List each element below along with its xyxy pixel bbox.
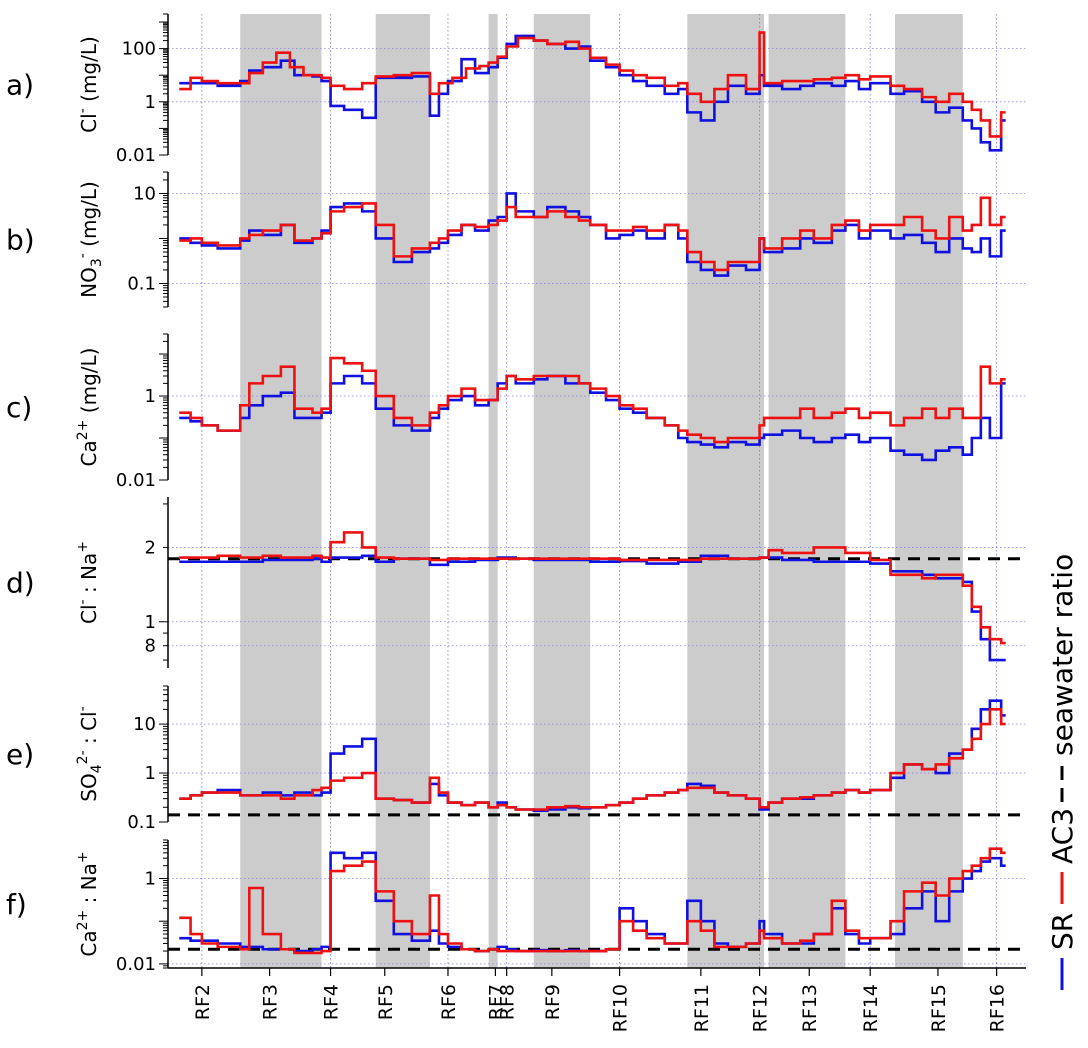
y-tick-label: 0.01 [116, 145, 156, 166]
panel-c: 0.01 1 c) Ca2+ (mg/L) [6, 333, 1026, 491]
series-ac3 [179, 196, 1006, 272]
y-axis-label: Cl- : Na+ [75, 541, 101, 624]
legend-label: seawater ratio [1046, 554, 1079, 756]
y-tick-label: 8 [145, 636, 156, 657]
y-axis-label: SO42- : Cl- [75, 706, 105, 801]
y-axis-label: Ca2+ (mg/L) [75, 348, 101, 467]
panel-a: 0.01 1 100 a) Cl- (mg/L) [6, 13, 1026, 166]
gridlines [201, 14, 998, 968]
series-sr [179, 34, 1006, 152]
y-axis-label: Cl- (mg/L) [75, 36, 101, 133]
legend-label: AC3 [1046, 808, 1079, 864]
y-tick-label: 100 [122, 39, 156, 60]
flight-label: RF14 [860, 984, 882, 1032]
flight-label: RF16 [987, 984, 1009, 1032]
series-ac3 [179, 356, 1006, 444]
y-tick-label: 10 [133, 714, 156, 735]
flight-label: RF3 [260, 984, 282, 1020]
legend-label: SR [1046, 913, 1079, 950]
shaded-span [488, 14, 498, 968]
panel-d: 8 1 2 d) Cl- : Na+ [6, 497, 1026, 668]
panel-letter: a) [6, 69, 34, 102]
y-tick-label: 0.01 [116, 470, 156, 491]
flight-label: RF7 [485, 984, 507, 1020]
y-axis-label: Ca2+ : Na+ [75, 851, 101, 956]
y-tick-label: 1 [145, 869, 156, 890]
y-tick-label: 1 [145, 763, 156, 784]
series-ac3 [179, 31, 1006, 138]
shaded-span [533, 14, 591, 968]
flight-label: RF10 [610, 984, 632, 1032]
y-axis-label: NO3- (mg/L) [75, 181, 105, 298]
shaded-span [768, 14, 846, 968]
panel-letter: e) [6, 738, 34, 771]
series-sr [179, 554, 1006, 662]
y-tick-label: 1 [145, 612, 156, 633]
series-ac3 [179, 847, 1006, 955]
shaded-span [687, 14, 765, 968]
legend-group: SR AC3 seawater ratio [1046, 554, 1079, 990]
flight-label: RF4 [321, 984, 343, 1020]
legend[interactable]: SR AC3 seawater ratio [1046, 554, 1079, 990]
y-tick-label: 1 [145, 92, 156, 113]
flight-label: RF6 [438, 984, 460, 1020]
flight-label: RF11 [691, 984, 713, 1032]
series-ac3 [179, 708, 1006, 811]
y-tick-label: 10 [133, 183, 156, 204]
shaded-span [375, 14, 430, 968]
series-ac3 [179, 531, 1006, 645]
panel-letter: b) [6, 224, 35, 257]
panel-b: 0.1 10 b) NO3- (mg/L) [6, 171, 1026, 308]
y-tick-label: 0.1 [127, 273, 156, 294]
panel-e: 0.1 1 10 e) SO42- : Cl- [6, 685, 1026, 833]
y-tick-label: 1 [145, 386, 156, 407]
flight-label: RF2 [192, 984, 214, 1020]
flight-label: RF13 [799, 984, 821, 1032]
y-tick-label: 0.01 [116, 954, 156, 975]
panel-f: 0.01 1 f) Ca2+ : Na+ [6, 839, 1026, 975]
y-tick-label: 2 [145, 537, 156, 558]
panel-letter: c) [6, 391, 32, 424]
y-tick-label: 0.1 [127, 812, 156, 833]
panel-letter: f) [6, 888, 27, 921]
flight-label: RF12 [750, 984, 772, 1032]
flight-label: RF5 [375, 984, 397, 1020]
flight-shading [240, 14, 963, 968]
shaded-span [895, 14, 963, 968]
panel-letter: d) [6, 567, 35, 600]
flight-label: RF15 [928, 984, 950, 1032]
shaded-span [240, 14, 322, 968]
flight-label: RF8 [497, 984, 519, 1020]
flight-label: RF9 [542, 984, 564, 1020]
